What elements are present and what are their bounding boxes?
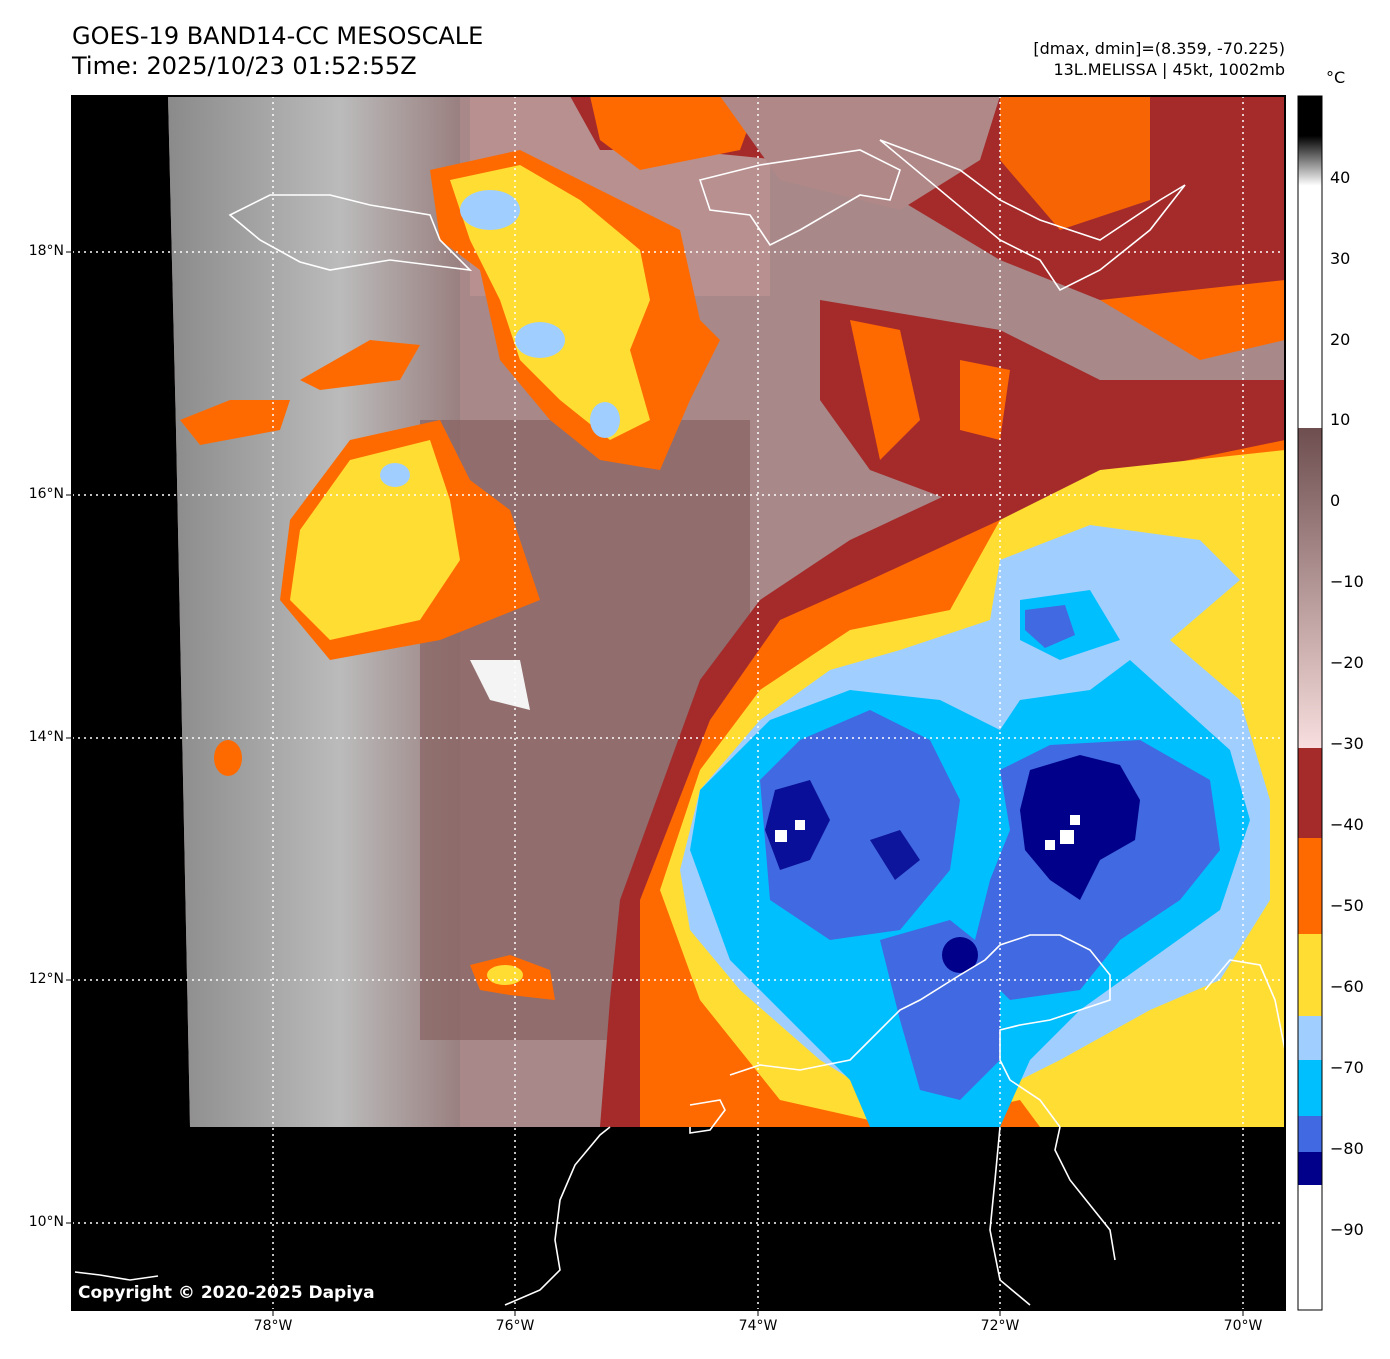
lon-label-74w: 74°W (738, 1318, 778, 1334)
colorbar-tick: −30 (1330, 734, 1364, 753)
lat-label-18n: 18°N (28, 243, 64, 259)
colorbar-tick: 30 (1330, 249, 1351, 268)
lat-label-14n: 14°N (28, 729, 64, 745)
colorbar-tick: −50 (1330, 896, 1364, 915)
copyright-notice: Copyright © 2020-2025 Dapiya (78, 1283, 375, 1303)
lon-label-78w: 78°W (253, 1318, 293, 1334)
colorbar-tick: −20 (1330, 653, 1364, 672)
lat-label-12n: 12°N (28, 971, 64, 987)
colorbar-tick: −40 (1330, 815, 1364, 834)
colorbar-tick: −10 (1330, 572, 1364, 591)
lat-label-16n: 16°N (28, 486, 64, 502)
image-title: GOES-19 BAND14-CC MESOSCALE (72, 22, 484, 50)
image-time: Time: 2025/10/23 01:52:55Z (72, 52, 417, 80)
colorbar-tick: 40 (1330, 168, 1351, 187)
colorbar-tick: 10 (1330, 410, 1351, 429)
lon-label-72w: 72°W (980, 1318, 1020, 1334)
colorbar-tick: 20 (1330, 330, 1351, 349)
colorbar-tick: −70 (1330, 1058, 1364, 1077)
colorbar-tick: −80 (1330, 1139, 1364, 1158)
coastlines (74, 139, 1286, 1306)
colorbar-tick: −90 (1330, 1220, 1364, 1239)
graticule (72, 96, 1285, 1310)
storm-info: 13L.MELISSA | 45kt, 1002mb (1053, 60, 1285, 79)
lat-label-10n: 10°N (28, 1214, 64, 1230)
lon-label-76w: 76°W (495, 1318, 535, 1334)
colorbar-tick: 0 (1330, 491, 1341, 510)
data-range: [dmax, dmin]=(8.359, -70.225) (1033, 39, 1285, 58)
cloud-imagery (168, 96, 1285, 1127)
map-frame (71, 95, 1286, 1311)
colorbar-unit: °C (1326, 68, 1346, 87)
colorbar-tick: −60 (1330, 977, 1364, 996)
lon-label-70w: 70°W (1223, 1318, 1263, 1334)
colorbar (1297, 95, 1323, 1311)
